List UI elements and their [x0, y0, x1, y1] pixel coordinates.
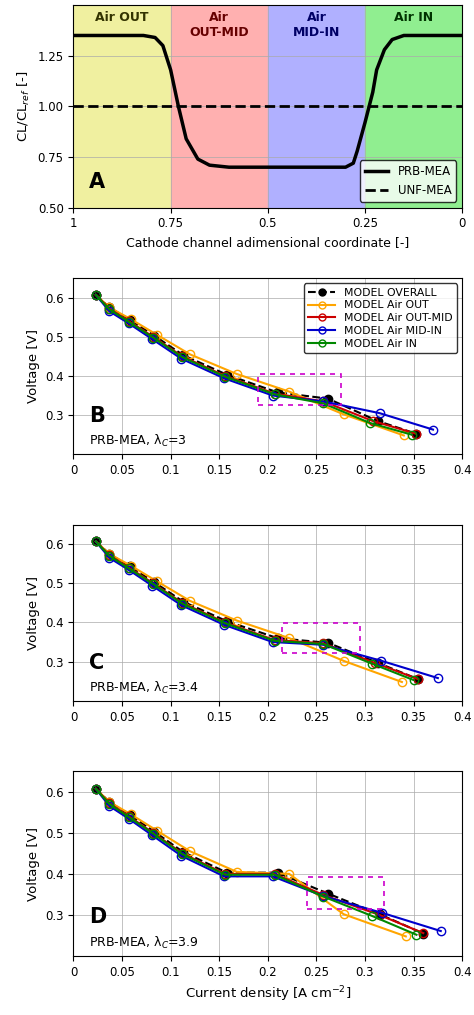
Text: Air
OUT-MID: Air OUT-MID [190, 11, 249, 40]
Text: PRB-MEA, λ$_C$=3: PRB-MEA, λ$_C$=3 [89, 432, 187, 449]
Text: Air
MID-IN: Air MID-IN [293, 11, 340, 40]
Text: Air IN: Air IN [394, 11, 433, 24]
Text: A: A [89, 172, 105, 192]
Bar [73, 5, 171, 208]
Legend: MODEL OVERALL, MODEL Air OUT, MODEL Air OUT-MID, MODEL Air MID-IN, MODEL Air IN: MODEL OVERALL, MODEL Air OUT, MODEL Air … [304, 283, 457, 353]
Bar [283, 623, 360, 653]
Y-axis label: Voltage [V]: Voltage [V] [27, 576, 39, 650]
Y-axis label: Voltage [V]: Voltage [V] [27, 329, 39, 403]
Legend: PRB-MEA, UNF-MEA: PRB-MEA, UNF-MEA [360, 160, 456, 202]
Text: D: D [89, 906, 106, 927]
Text: Air OUT: Air OUT [95, 11, 149, 24]
X-axis label: Cathode channel adimensional coordinate [-]: Cathode channel adimensional coordinate … [126, 236, 410, 249]
Text: PRB-MEA, λ$_C$=3.9: PRB-MEA, λ$_C$=3.9 [89, 935, 199, 951]
Bar [171, 5, 268, 208]
Bar [307, 877, 384, 908]
Text: B: B [89, 406, 105, 426]
Bar [258, 374, 341, 405]
Text: C: C [89, 653, 104, 673]
Y-axis label: CL/CL$_{ref}$ [-]: CL/CL$_{ref}$ [-] [16, 71, 32, 142]
Y-axis label: Voltage [V]: Voltage [V] [27, 826, 39, 900]
Bar [365, 5, 462, 208]
Text: PRB-MEA, λ$_C$=3.4: PRB-MEA, λ$_C$=3.4 [89, 679, 199, 695]
X-axis label: Current density [A cm$^{-2}$]: Current density [A cm$^{-2}$] [185, 985, 351, 1004]
Bar [268, 5, 365, 208]
